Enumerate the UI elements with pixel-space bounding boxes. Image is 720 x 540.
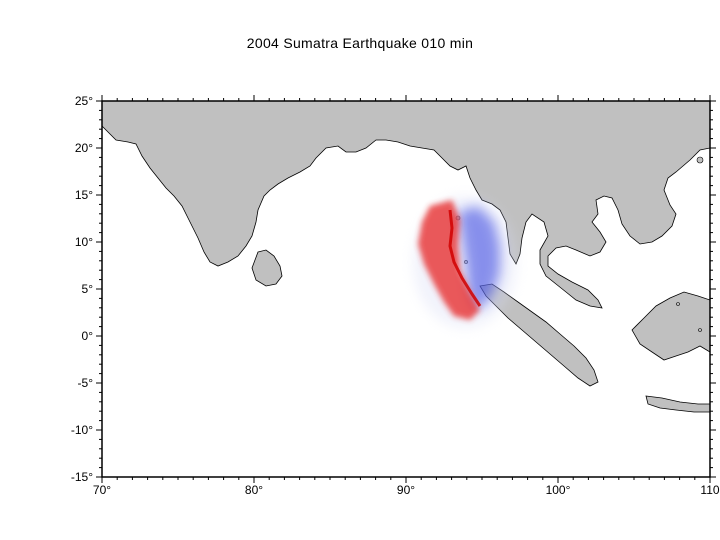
wave-positive-crest	[448, 209, 482, 307]
lat-tick-label: -15°	[71, 470, 93, 484]
lat-tick-label: -10°	[71, 423, 93, 437]
lat-tick-label: 15°	[75, 188, 93, 202]
sumatra	[479, 283, 599, 387]
java	[645, 395, 710, 413]
map-title: 2004 Sumatra Earthquake 010 min	[246, 35, 474, 51]
lat-tick-label: 5°	[82, 282, 94, 296]
islet	[698, 328, 702, 332]
lat-tick-label: 10°	[75, 235, 93, 249]
hainan	[696, 156, 704, 164]
borneo	[631, 291, 710, 361]
lon-tick-label: 110	[700, 483, 719, 497]
sri-lanka	[251, 249, 283, 287]
lon-tick-label: 80°	[245, 483, 263, 497]
landmasses	[102, 101, 710, 413]
lat-tick-label: -5°	[78, 376, 94, 390]
lat-tick-label: 0°	[82, 329, 94, 343]
islet	[676, 302, 680, 306]
wave-field	[413, 196, 517, 328]
lat-tick-label: 20°	[75, 141, 93, 155]
axis-ticks: 70° 80° 90° 100° 110 25° 20° 15° 10° 5° 0° -5° -10° -…	[71, 94, 720, 497]
lon-tick-label: 100°	[546, 483, 571, 497]
wave-negative-zone	[458, 206, 500, 310]
lat-tick-label: 25°	[75, 94, 93, 108]
wave-positive-zone	[418, 200, 480, 320]
lon-tick-label: 70°	[93, 483, 111, 497]
lon-tick-label: 90°	[397, 483, 415, 497]
